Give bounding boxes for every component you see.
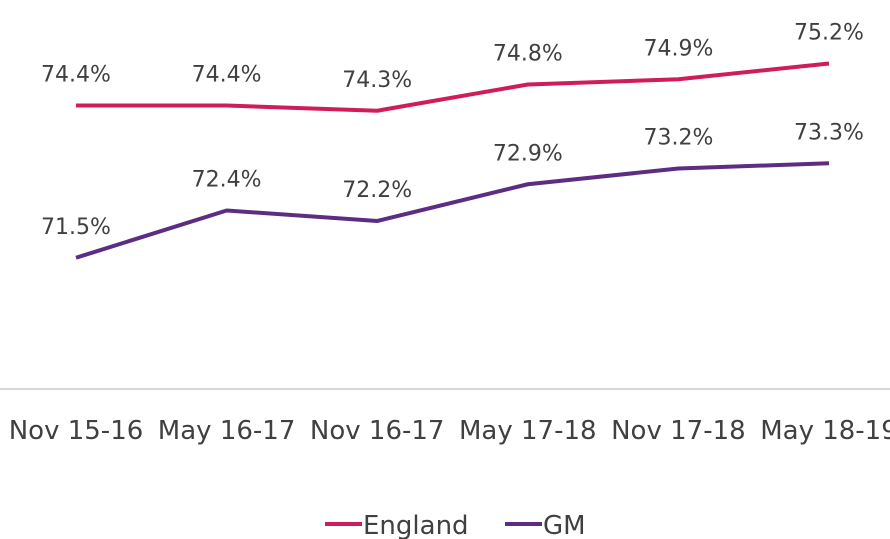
x-tick-label: May 18-19	[760, 416, 890, 446]
legend-label: GM	[543, 511, 586, 539]
data-label: 75.2%	[794, 21, 864, 46]
x-tick-label: Nov 17-18	[611, 416, 746, 446]
line	[76, 61, 830, 113]
data-label: 73.2%	[643, 126, 713, 151]
data-label: 74.8%	[493, 42, 563, 67]
data-label: 72.2%	[342, 178, 412, 203]
data-label: 72.9%	[493, 141, 563, 166]
data-label: 71.5%	[41, 215, 111, 240]
x-tick-label: Nov 16-17	[309, 416, 445, 446]
x-tick-label: May 16-17	[157, 416, 296, 446]
data-label: 74.4%	[41, 63, 111, 88]
data-label: 74.3%	[342, 68, 412, 93]
x-tick-label: Nov 15-16	[8, 416, 144, 446]
data-label: 72.4%	[192, 168, 262, 193]
data-label: 73.3%	[794, 120, 864, 145]
line	[75, 161, 830, 260]
x-tick-label: May 17-18	[459, 416, 597, 446]
data-label: 74.9%	[643, 36, 713, 61]
data-label: 74.4%	[192, 63, 262, 88]
legend-label: England	[363, 511, 469, 539]
